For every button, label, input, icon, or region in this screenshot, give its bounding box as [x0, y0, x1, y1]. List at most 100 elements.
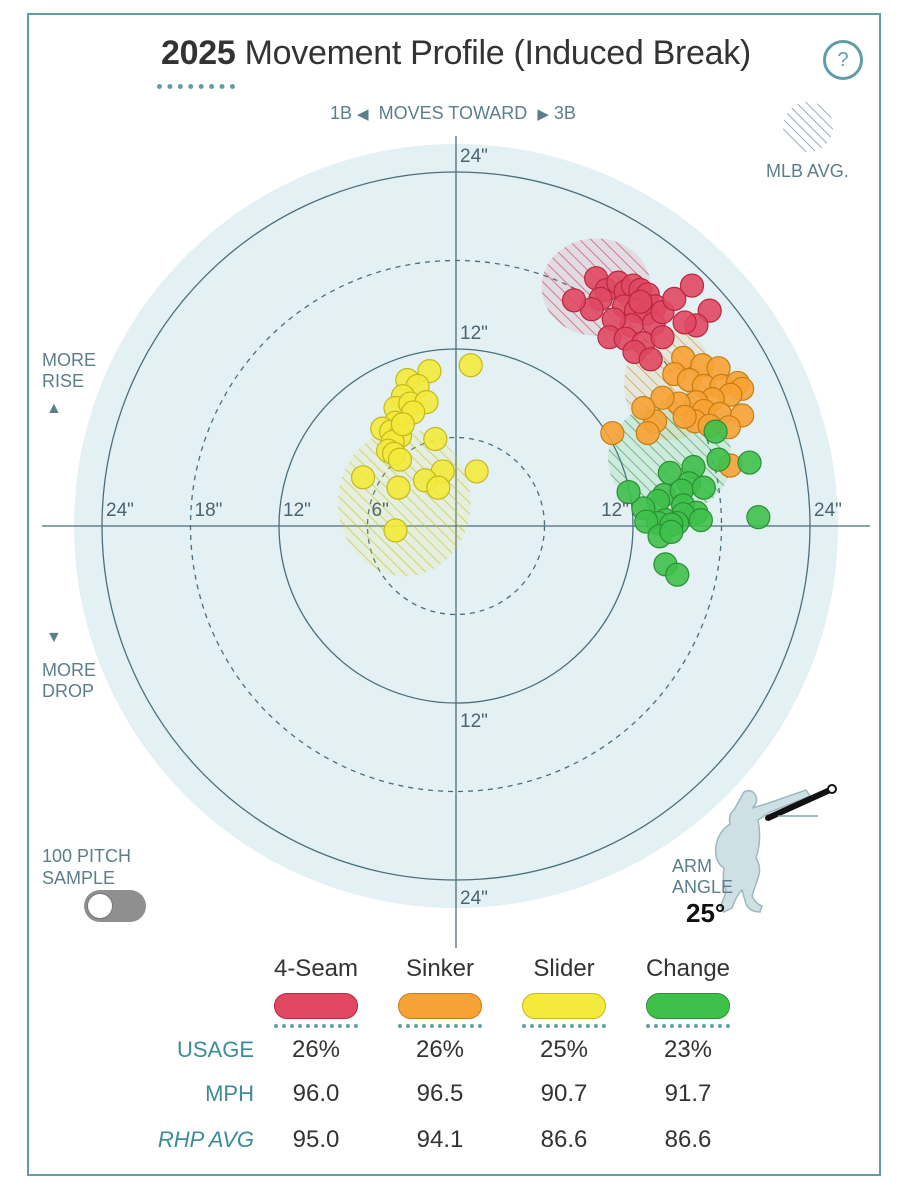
- legend-name-4seam: 4-Seam: [273, 955, 359, 982]
- usage-slider: 25%: [539, 1036, 589, 1063]
- right-arrow-icon: ▶: [537, 106, 549, 123]
- sample-line2: SAMPLE: [42, 868, 116, 888]
- point-slider-16: [423, 426, 448, 452]
- tick-label-left-6: 6": [372, 500, 389, 521]
- mph-change: 91.7: [664, 1080, 712, 1107]
- direction-1b: 1B: [330, 103, 353, 123]
- point-sinker-22: [635, 420, 660, 446]
- legend-dots-sinker: [398, 1024, 482, 1028]
- usage-4seam: 26%: [291, 1036, 341, 1063]
- pitcher-figure-icon: [714, 784, 837, 913]
- mlb-avg-label: MLB AVG.: [766, 161, 849, 181]
- point-change-13: [616, 479, 641, 505]
- direction-label: 1B ◀ MOVES TOWARD ▶ 3B: [330, 103, 576, 124]
- sample-line1: 100 PITCH: [42, 846, 132, 866]
- tick-label-right-24: 24": [814, 500, 842, 521]
- point-slider-18: [458, 353, 483, 378]
- point-slider-23: [386, 475, 411, 500]
- card-frame: [27, 13, 881, 1176]
- legend-name-sinker: Sinker: [405, 955, 475, 982]
- up-arrow-icon: ▲: [46, 400, 62, 417]
- point-change-2: [706, 447, 731, 472]
- more-rise-line2: RISE: [42, 371, 85, 391]
- title-year: 2025: [161, 34, 236, 72]
- point-sinker-13: [650, 385, 675, 410]
- point-slider-19: [464, 459, 489, 484]
- point-slider-25: [390, 412, 415, 437]
- rhp-avg-row-label: RHP AVG: [157, 1127, 254, 1152]
- direction-3b: 3B: [553, 103, 576, 123]
- more-rise-line1: MORE: [42, 350, 96, 370]
- direction-moves-toward: MOVES TOWARD: [378, 103, 528, 123]
- point-sinker-25: [631, 395, 656, 421]
- down-arrow-icon: ▼: [46, 629, 62, 646]
- more-drop-label: ▼ MORE DROP: [42, 627, 96, 702]
- point-change-21: [746, 505, 771, 530]
- mph-slider: 90.7: [540, 1080, 588, 1107]
- more-drop-line2: DROP: [42, 681, 95, 701]
- legend-pill-4seam[interactable]: [274, 993, 358, 1019]
- arm-angle-value: 25°: [686, 898, 726, 928]
- title-text: Movement Profile (Induced Break): [244, 34, 752, 72]
- arm-angle-line1: ARM: [672, 856, 712, 876]
- point-4-seam-24: [679, 273, 705, 298]
- mph-row-label: MPH: [205, 1081, 254, 1106]
- point-slider-15: [387, 447, 413, 472]
- sample-toggle[interactable]: [84, 890, 146, 922]
- point-4-seam-29: [628, 289, 653, 314]
- point-slider-24: [383, 518, 408, 543]
- page-title: 2025 Movement Profile (Induced Break): [0, 34, 912, 73]
- legend-pill-sinker[interactable]: [398, 993, 482, 1019]
- point-change-23: [659, 519, 684, 545]
- usage-row-label: USAGE: [176, 1037, 254, 1062]
- tick-label-left-24: 24": [106, 500, 134, 521]
- tick-label-bottom-24: 24": [460, 888, 488, 909]
- point-change-0: [703, 419, 728, 444]
- arm-angle-line2: ANGLE: [672, 877, 734, 897]
- legend-pill-change[interactable]: [646, 993, 730, 1019]
- arm-angle-label: ARM ANGLE: [672, 856, 733, 898]
- point-change-20: [688, 507, 713, 533]
- legend-dots-slider: [522, 1024, 606, 1028]
- mph-sinker: 96.5: [416, 1080, 464, 1107]
- sample-label: 100 PITCH SAMPLE: [42, 845, 131, 889]
- legend-name-change: Change: [645, 955, 731, 982]
- tick-label-right-12: 12": [601, 500, 629, 521]
- legend-pill-slider[interactable]: [522, 993, 606, 1019]
- point-change-8: [691, 475, 716, 500]
- point-4-seam-19: [638, 347, 663, 372]
- left-arrow-icon: ◀: [357, 106, 369, 123]
- tick-label-top-24: 24": [460, 146, 488, 167]
- rhp-avg-4seam: 95.0: [292, 1126, 340, 1153]
- rhp-avg-slider: 86.6: [540, 1126, 588, 1153]
- point-4-seam-27: [672, 310, 697, 335]
- point-4-seam-28: [650, 325, 675, 350]
- point-change-25: [665, 562, 690, 587]
- tick-label-top-12: 12": [460, 323, 488, 344]
- mph-4seam: 96.0: [292, 1080, 340, 1107]
- mlb-avg-swatch: [783, 102, 833, 152]
- help-icon[interactable]: ?: [823, 40, 863, 80]
- rhp-avg-change: 86.6: [664, 1126, 712, 1153]
- point-slider-22: [350, 465, 376, 490]
- point-change-1: [737, 450, 762, 475]
- tick-label-left-18: 18": [195, 500, 223, 521]
- usage-change: 23%: [663, 1036, 713, 1063]
- legend-name-slider: Slider: [533, 955, 595, 982]
- point-change-4: [657, 460, 682, 485]
- usage-sinker: 26%: [415, 1036, 465, 1063]
- rhp-avg-sinker: 94.1: [416, 1126, 464, 1153]
- point-4-seam-23: [662, 286, 687, 311]
- tick-label-left-12: 12": [283, 500, 311, 521]
- title-underline: [157, 84, 235, 89]
- more-drop-line1: MORE: [42, 660, 96, 680]
- point-4-seam-21: [561, 288, 587, 313]
- legend-dots-4seam: [274, 1024, 358, 1028]
- point-sinker-23: [600, 420, 625, 446]
- point-sinker-20: [672, 404, 697, 429]
- toggle-knob: [87, 893, 113, 919]
- legend-dots-change: [646, 1024, 730, 1028]
- tick-label-bottom-12: 12": [460, 711, 488, 732]
- point-slider-21: [426, 475, 451, 500]
